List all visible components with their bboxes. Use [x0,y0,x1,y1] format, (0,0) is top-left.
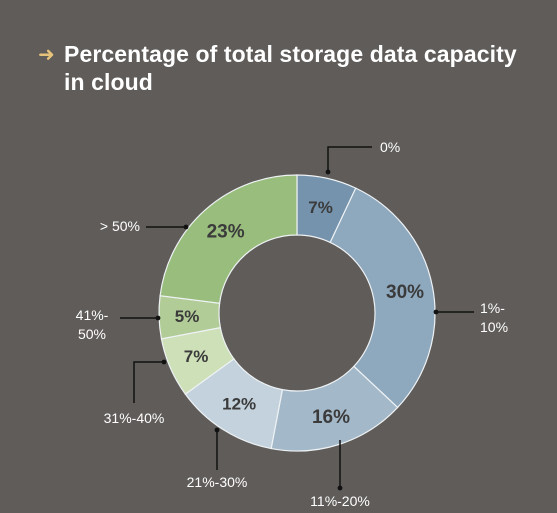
category-label-5: 41%-50% [76,307,109,342]
category-label-3: 21%-30% [187,474,248,490]
category-label-4: 31%-40% [104,410,165,426]
leader-lines [120,146,474,491]
donut-slice-6 [159,174,298,304]
category-label-0: 0% [380,139,400,155]
leader-dot-3 [214,427,220,433]
leader-line-0 [327,146,372,172]
chart-title-block: ➜ Percentage of total storage data capac… [38,40,538,96]
slice-value-label-4: 7% [184,347,209,366]
category-labels: 0% 1%-10% 11%-20% 21%-30% 31%-40% 41%-50% > 50… [76,139,508,509]
slice-value-label-3: 12% [222,395,256,414]
leader-dot-5 [155,315,161,321]
slice-value-label-5: 5% [175,307,200,326]
slice-value-label-6: 23% [207,221,245,242]
arrow-right-icon: ➜ [38,44,55,66]
chart-title: Percentage of total storage data capacit… [64,41,517,95]
leader-dot-0 [325,169,331,175]
category-label-1: 1%-10% [480,300,508,335]
leader-dot-1 [433,309,439,315]
slice-value-label-1: 30% [386,282,424,303]
donut-slices [158,174,436,452]
slice-value-labels: 7% 30% 16% 12% 7% 5% 23% [175,198,424,428]
leader-dot-4 [161,359,167,365]
donut-slice-1 [329,187,436,409]
category-label-2: 11%-20% [310,493,370,509]
slice-value-label-0: 7% [308,198,333,217]
leader-dot-6 [183,224,189,230]
leader-dot-2 [337,485,343,491]
slice-value-label-2: 16% [312,407,350,428]
leader-line-4 [133,361,164,403]
category-label-6: > 50% [100,218,140,234]
